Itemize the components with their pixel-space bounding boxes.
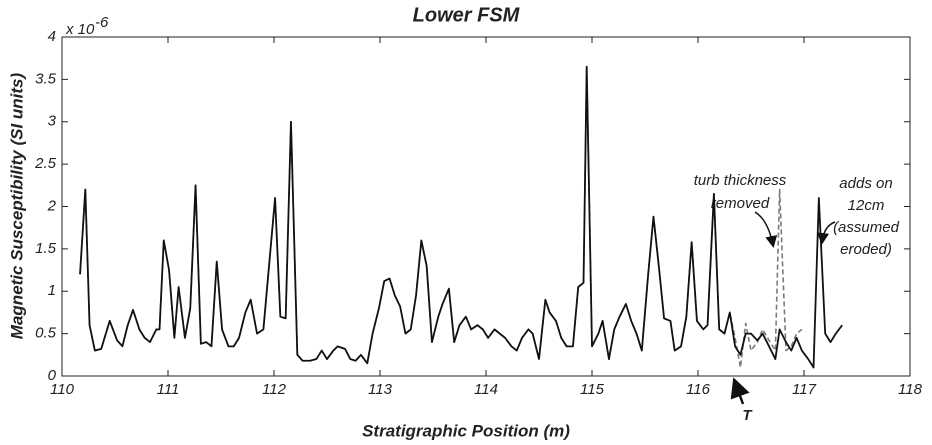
annotations: turb thickness removed adds on 12cm (assumed… [694, 172, 900, 424]
annotation: removed [711, 195, 770, 212]
y-tick-label: 0.5 [35, 325, 57, 342]
x-tick-label: 114 [474, 381, 498, 398]
annotation-arrow [754, 211, 778, 248]
annotation: T [742, 407, 753, 424]
y-tick-label: 4 [48, 28, 56, 45]
x-tick-label: 111 [157, 381, 180, 398]
y-axis-label: Magnetic Susceptibility (SI units) [7, 72, 26, 339]
y-tick-label: 1 [48, 282, 56, 299]
annotation-arrow [730, 377, 750, 405]
x-tick-label: 113 [368, 381, 393, 398]
x-tick-label: 112 [262, 381, 287, 398]
x-axis-label: Stratigraphic Position (m) [362, 421, 570, 440]
annotation: adds on [839, 175, 892, 192]
x-tick-label: 116 [686, 381, 711, 398]
annotation-arrow [817, 221, 836, 245]
y-tick-label: 3 [48, 113, 57, 130]
annotation: turb thickness [694, 172, 787, 189]
x-tick-label: 115 [580, 381, 605, 398]
y-tick-label: 3.5 [35, 70, 57, 87]
annotation: eroded) [840, 241, 892, 258]
y-tick-label: 1.5 [35, 240, 57, 257]
annotation: 12cm [848, 197, 885, 214]
data-line [79, 65, 843, 369]
x-tick-label: 110 [50, 381, 75, 398]
y-tick-label: 2 [47, 197, 57, 214]
y-multiplier-exponent: -6 [95, 14, 109, 31]
x-tick-label: 117 [792, 381, 817, 398]
plot-frame [61, 36, 911, 377]
x-tick-label: 118 [898, 381, 923, 398]
y-tick-label: 2.5 [34, 155, 57, 172]
y-multiplier: x 10 [65, 21, 95, 38]
y-tick-label: 0 [48, 367, 57, 384]
annotation: (assumed [833, 219, 900, 236]
chart-title: Lower FSM [413, 4, 521, 26]
